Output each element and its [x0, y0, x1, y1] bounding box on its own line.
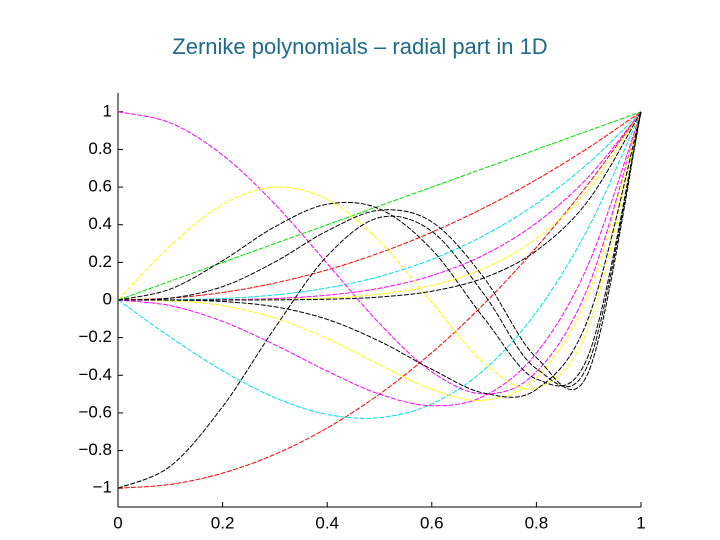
chart-title: Zernike polynomials – radial part in 1D [172, 34, 547, 59]
y-tick-label: 0.4 [88, 214, 112, 233]
series-line [117, 111, 642, 301]
x-tick-label: 0.6 [420, 513, 444, 532]
series-line [117, 111, 642, 390]
x-tick-label: 0.2 [211, 513, 235, 532]
y-tick-label: −0.6 [78, 402, 112, 421]
y-tick-label: 0.6 [88, 177, 112, 196]
series-line [117, 111, 642, 398]
x-tick-label: 0 [113, 513, 122, 532]
x-tick-label: 1 [636, 513, 645, 532]
x-tick-label: 0.8 [525, 513, 549, 532]
y-tick-label: 0.2 [88, 252, 112, 271]
x-tick-label: 0.4 [315, 513, 339, 532]
y-tick-label: 1 [103, 101, 112, 120]
series-line [117, 111, 642, 301]
y-tick-label: −1 [93, 478, 112, 497]
series-line [117, 111, 642, 301]
y-tick-label: −0.8 [78, 440, 112, 459]
y-tick-label: 0 [103, 289, 112, 308]
series-line [117, 111, 642, 390]
y-tick-label: 0.8 [88, 139, 112, 158]
series-line [117, 111, 642, 407]
series-line [117, 111, 642, 419]
series-line [117, 111, 642, 301]
series-line [117, 111, 642, 395]
series-line [117, 111, 642, 489]
series-line [117, 111, 642, 401]
y-tick-label: −0.2 [78, 327, 112, 346]
series-line [117, 111, 642, 387]
y-tick-label: −0.4 [78, 365, 112, 384]
